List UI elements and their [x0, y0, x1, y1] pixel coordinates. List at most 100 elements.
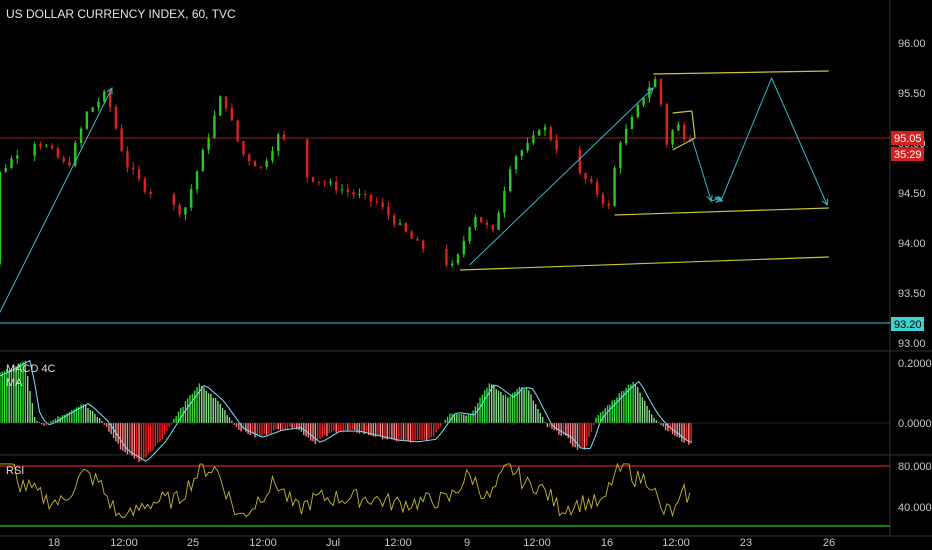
candle-body — [479, 216, 483, 223]
macd-ma-label: MA — [6, 377, 23, 389]
arrow — [469, 88, 654, 266]
candle-body — [207, 137, 210, 150]
candle-body — [259, 166, 263, 168]
x-tick-label: 12:00 — [110, 537, 138, 549]
candle-body — [422, 240, 425, 249]
candle-body — [671, 130, 674, 145]
x-tick-label: 12:00 — [384, 537, 412, 549]
candle-body — [114, 107, 118, 129]
x-tick-label: 26 — [823, 537, 835, 549]
countdown-badge: 35:29 — [894, 149, 922, 161]
candle-body — [520, 150, 523, 157]
candle-body — [149, 191, 152, 195]
candle-body — [306, 139, 309, 178]
flag-line — [691, 110, 696, 139]
candle-body — [85, 111, 89, 129]
flag-line — [672, 110, 692, 114]
candle-body — [335, 181, 338, 191]
candle-body — [503, 190, 506, 213]
candle-body — [445, 248, 448, 266]
x-tick-label: 25 — [187, 537, 199, 549]
rsi-line — [0, 462, 691, 518]
rsi-tick-label: 40.0000 — [898, 502, 932, 514]
candle-body — [485, 222, 489, 226]
x-tick-label: 12:00 — [249, 537, 277, 549]
candle-body — [665, 104, 668, 145]
candle-body — [578, 149, 581, 174]
candle-body — [346, 189, 350, 193]
rsi-label: RSI — [6, 465, 24, 477]
y-tick-label: 94.00 — [898, 238, 926, 250]
macd-tick-label: 0.0000 — [898, 418, 932, 430]
candle-body — [277, 134, 280, 151]
arrow — [691, 137, 711, 201]
candle-body — [236, 120, 239, 142]
candle-body — [532, 135, 535, 143]
candle-body — [16, 155, 19, 159]
candle-body — [311, 177, 315, 182]
candle-body — [387, 206, 390, 216]
candle-body — [103, 91, 106, 102]
candle-body — [126, 151, 129, 168]
candle-body — [201, 149, 205, 172]
candle-body — [33, 144, 36, 156]
candle-body — [74, 142, 77, 166]
candle-body — [184, 207, 187, 215]
candle-body — [393, 215, 396, 225]
candle-body — [68, 161, 71, 166]
candle-body — [381, 202, 384, 207]
flag-line — [672, 137, 696, 151]
candle-body — [456, 254, 460, 264]
candle-body — [642, 98, 645, 105]
candle-body — [450, 263, 454, 266]
candle-body — [62, 157, 65, 162]
y-tick-label: 95.50 — [898, 88, 926, 100]
candle-body — [653, 79, 657, 88]
x-tick-label: 16 — [601, 537, 613, 549]
current-price-badge: 95.05 — [894, 133, 922, 145]
support-badge-bg — [891, 317, 924, 331]
candle-body — [410, 231, 413, 239]
candle-body — [79, 128, 83, 143]
macd-tick-label: 0.2000 — [898, 358, 932, 370]
candle-body — [224, 96, 228, 109]
candle-body — [358, 193, 361, 195]
macd-label: MACD 4C — [6, 363, 56, 375]
candle-body — [120, 128, 123, 152]
candle-body — [543, 127, 547, 131]
y-tick-label: 93.00 — [898, 338, 926, 350]
candle-body — [108, 91, 112, 108]
candle-body — [91, 107, 94, 112]
candle-body — [369, 194, 373, 202]
x-tick-label: 12:00 — [662, 537, 690, 549]
candle-body — [595, 181, 599, 195]
candle-body — [10, 158, 13, 169]
candle-body — [526, 142, 529, 151]
macd-ma-line — [0, 359, 693, 462]
candle-body — [4, 168, 7, 172]
macd-histogram — [0, 360, 692, 462]
candle-body — [253, 161, 257, 167]
arrow — [0, 88, 112, 314]
candle-body — [195, 171, 199, 190]
candle-body — [491, 225, 494, 230]
candle-body — [97, 101, 100, 108]
rsi-tick-label: 80.0000 — [898, 461, 932, 473]
arrow — [715, 198, 722, 201]
projection-arrow — [720, 76, 827, 205]
candle-body — [190, 189, 193, 208]
candle-body — [462, 241, 465, 255]
candle-body — [282, 134, 286, 140]
candle-body — [329, 181, 332, 184]
candle-body — [514, 156, 518, 170]
candle-body — [682, 124, 686, 139]
candle-body — [132, 167, 135, 170]
candle-body — [364, 193, 367, 195]
y-tick-label: 96.00 — [898, 38, 926, 50]
candle-body — [508, 169, 512, 191]
candle-body — [584, 173, 587, 180]
candle-body — [549, 127, 552, 140]
x-tick-label: Jul — [326, 537, 340, 549]
candle-body — [607, 203, 610, 207]
